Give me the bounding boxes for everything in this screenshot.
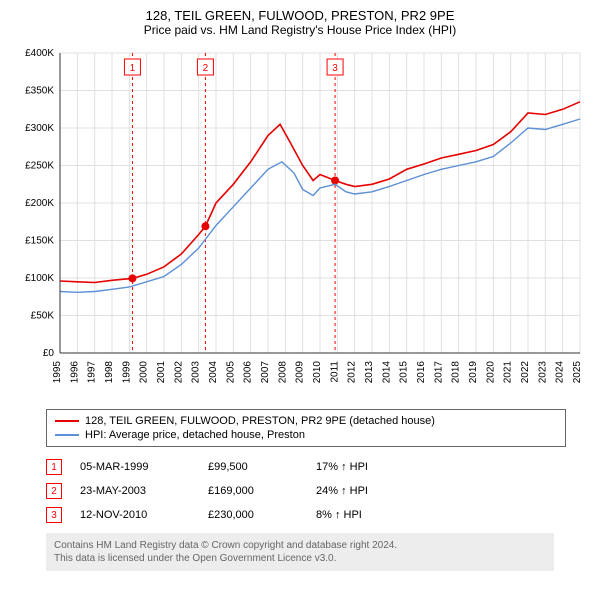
svg-text:2018: 2018 [451, 361, 462, 384]
svg-text:2006: 2006 [243, 361, 254, 384]
svg-text:2019: 2019 [468, 361, 479, 384]
sale-delta: 8% ↑ HPI [316, 509, 406, 521]
svg-text:1999: 1999 [121, 361, 132, 384]
sale-delta: 17% ↑ HPI [316, 461, 406, 473]
sale-date: 05-MAR-1999 [80, 461, 190, 473]
svg-text:£400K: £400K [25, 48, 54, 59]
chart-title: 128, TEIL GREEN, FULWOOD, PRESTON, PR2 9… [10, 8, 590, 23]
svg-text:2002: 2002 [173, 361, 184, 384]
svg-text:2017: 2017 [433, 361, 444, 384]
legend-item: HPI: Average price, detached house, Pres… [55, 428, 557, 442]
svg-text:2011: 2011 [329, 361, 340, 383]
svg-text:1: 1 [130, 63, 136, 74]
svg-text:2024: 2024 [555, 361, 566, 384]
sale-marker: 1 [46, 459, 62, 475]
table-row: 2 23-MAY-2003 £169,000 24% ↑ HPI [46, 479, 590, 503]
chart-subtitle: Price paid vs. HM Land Registry's House … [10, 23, 590, 37]
sale-delta: 24% ↑ HPI [316, 485, 406, 497]
svg-text:2015: 2015 [399, 361, 410, 384]
svg-text:3: 3 [332, 63, 338, 74]
svg-text:2007: 2007 [260, 361, 271, 384]
svg-text:£0: £0 [43, 348, 55, 359]
svg-text:2008: 2008 [277, 361, 288, 384]
svg-text:£300K: £300K [25, 123, 54, 134]
svg-text:£100K: £100K [25, 273, 54, 284]
sales-table: 1 05-MAR-1999 £99,500 17% ↑ HPI 2 23-MAY… [46, 455, 590, 527]
table-row: 1 05-MAR-1999 £99,500 17% ↑ HPI [46, 455, 590, 479]
legend-item: 128, TEIL GREEN, FULWOOD, PRESTON, PR2 9… [55, 414, 557, 428]
legend-swatch [55, 434, 79, 436]
legend-label: HPI: Average price, detached house, Pres… [85, 429, 305, 441]
table-row: 3 12-NOV-2010 £230,000 8% ↑ HPI [46, 503, 590, 527]
sale-marker: 3 [46, 507, 62, 523]
svg-text:2005: 2005 [225, 361, 236, 384]
footer-line: Contains HM Land Registry data © Crown c… [54, 539, 546, 552]
svg-text:£150K: £150K [25, 236, 54, 247]
svg-text:2004: 2004 [208, 361, 219, 384]
svg-text:2: 2 [203, 63, 209, 74]
svg-text:2013: 2013 [364, 361, 375, 384]
sale-date: 23-MAY-2003 [80, 485, 190, 497]
legend-swatch [55, 420, 79, 422]
svg-text:2000: 2000 [139, 361, 150, 384]
svg-text:1996: 1996 [69, 361, 80, 384]
svg-text:2010: 2010 [312, 361, 323, 384]
svg-text:2014: 2014 [381, 361, 392, 384]
svg-text:£50K: £50K [31, 311, 55, 322]
sale-price: £99,500 [208, 461, 298, 473]
svg-text:2003: 2003 [191, 361, 202, 384]
legend: 128, TEIL GREEN, FULWOOD, PRESTON, PR2 9… [46, 409, 566, 447]
svg-text:2022: 2022 [520, 361, 531, 384]
svg-text:2023: 2023 [537, 361, 548, 384]
chart-plot: £0 £50K £100K £150K £200K £250K £300K £350K £400… [10, 43, 590, 403]
svg-text:2012: 2012 [347, 361, 358, 384]
svg-text:2016: 2016 [416, 361, 427, 384]
chart-svg: £0 £50K £100K £150K £200K £250K £300K £350K £400… [10, 43, 590, 403]
svg-text:2001: 2001 [156, 361, 167, 384]
svg-text:£200K: £200K [25, 198, 54, 209]
svg-text:2020: 2020 [485, 361, 496, 384]
svg-text:2021: 2021 [503, 361, 514, 384]
sale-price: £230,000 [208, 509, 298, 521]
legend-label: 128, TEIL GREEN, FULWOOD, PRESTON, PR2 9… [85, 415, 435, 427]
svg-text:£250K: £250K [25, 161, 54, 172]
sale-date: 12-NOV-2010 [80, 509, 190, 521]
footer-line: This data is licensed under the Open Gov… [54, 552, 546, 565]
svg-text:2009: 2009 [295, 361, 306, 384]
svg-text:1995: 1995 [52, 361, 63, 384]
footer: Contains HM Land Registry data © Crown c… [46, 533, 554, 571]
svg-text:1997: 1997 [87, 361, 98, 384]
svg-text:1998: 1998 [104, 361, 115, 384]
sale-marker: 2 [46, 483, 62, 499]
svg-text:£350K: £350K [25, 86, 54, 97]
chart-container: 128, TEIL GREEN, FULWOOD, PRESTON, PR2 9… [0, 0, 600, 581]
sale-price: £169,000 [208, 485, 298, 497]
svg-text:2025: 2025 [572, 361, 583, 384]
